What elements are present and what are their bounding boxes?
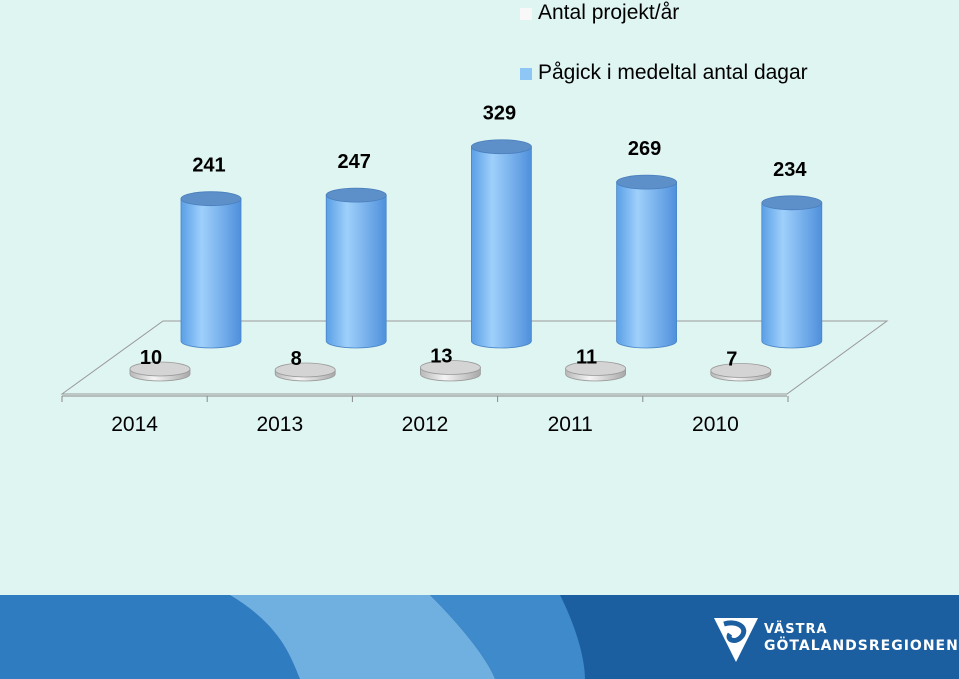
chart-svg: 241 10 247 8 329 13 269 11 234 7 2014 2013 2012 2011…: [60, 103, 889, 436]
data-label-days: 269: [628, 138, 661, 160]
bar-days-top: [180, 191, 242, 207]
data-label-days: 329: [483, 103, 516, 125]
bar-projects-top: [274, 362, 336, 378]
bar-days-2010: [761, 195, 823, 349]
bar-days-2013: [325, 187, 387, 349]
bar-projects-2010: [710, 363, 772, 382]
bar-days-top: [470, 139, 532, 155]
bar-days-2014: [180, 191, 242, 349]
footer-band: [0, 595, 959, 679]
bar-projects-2011: [565, 361, 626, 382]
chart-floor: [60, 320, 889, 395]
x-tick-label: 2011: [548, 413, 593, 436]
legend-label-projects: Antal projekt/år: [538, 1, 680, 24]
logo-line-2: GÖTALANDSREGIONEN: [764, 638, 959, 654]
chart-area: 241 10 247 8 329 13 269 11 234 7 2014 2013 2012 2011…: [60, 1, 889, 436]
logo-emblem-icon: [714, 618, 758, 662]
bar-days-top: [325, 187, 387, 203]
bar-projects-2014: [129, 361, 191, 382]
legend-swatch-days: [520, 68, 532, 80]
data-label-days: 241: [192, 155, 225, 177]
x-tick-label: 2014: [111, 413, 158, 436]
data-label-projects: 8: [291, 348, 302, 370]
bar-projects-2012: [419, 360, 481, 382]
legend-label-days: Pågick i medeltal antal dagar: [538, 61, 808, 84]
bar-projects-top: [710, 363, 772, 378]
data-label-days: 247: [338, 151, 371, 173]
bar-days-top: [761, 195, 823, 211]
bar-days-body: [325, 194, 387, 349]
legend-swatch-projects: [520, 8, 532, 20]
bar-projects-top: [129, 361, 191, 377]
bar-projects-top: [419, 360, 481, 375]
bar-days-body: [761, 202, 823, 349]
bar-days-body: [616, 181, 677, 349]
bar-projects-2013: [274, 362, 336, 382]
data-label-projects: 10: [140, 347, 162, 369]
logo-line-1: VÄSTRA: [764, 622, 828, 637]
x-tick-label: 2013: [256, 413, 303, 436]
bar-projects-top: [565, 361, 626, 376]
bar-days-top: [616, 174, 677, 190]
data-label-projects: 7: [726, 349, 737, 371]
x-tick-label: 2012: [402, 413, 449, 436]
data-label-projects: 11: [576, 347, 597, 369]
bar-days-2011: [616, 174, 677, 349]
data-label-days: 234: [773, 159, 807, 181]
footer-waves: [0, 595, 585, 679]
bar-days-2012: [470, 139, 532, 349]
bar-days-body: [180, 198, 242, 349]
data-label-projects: 13: [430, 346, 452, 368]
bar-days-body: [471, 146, 532, 349]
vgr-logo: VÄSTRA GÖTALANDSREGIONEN: [712, 614, 958, 666]
x-tick-label: 2010: [692, 413, 739, 436]
